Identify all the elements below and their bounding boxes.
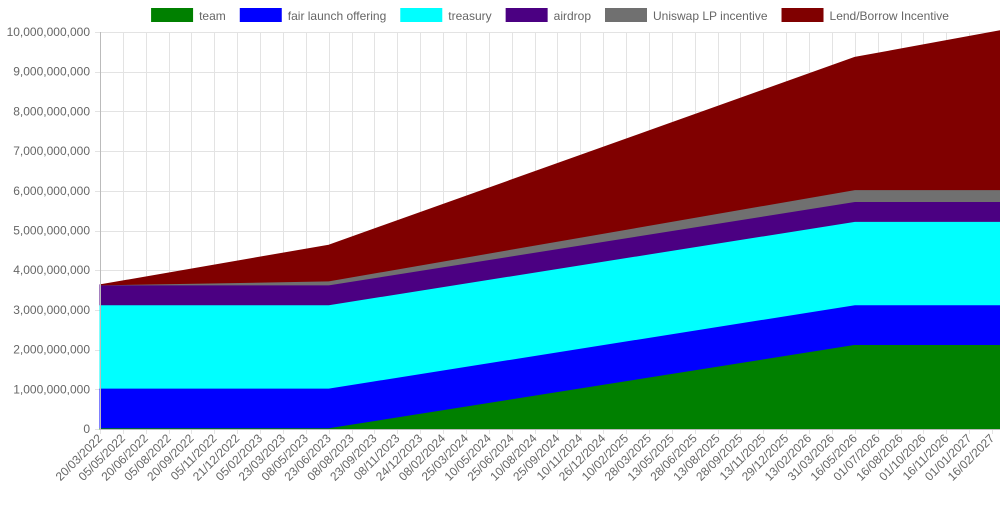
area-series-lend-borrow-incentive bbox=[99, 30, 1000, 286]
y-tick-label: 6,000,000,000 bbox=[13, 184, 90, 198]
legend-item-airdrop[interactable]: airdrop bbox=[505, 8, 592, 23]
legend-swatch bbox=[605, 8, 647, 22]
y-tick-label: 5,000,000,000 bbox=[13, 224, 90, 238]
y-tick-label: 8,000,000,000 bbox=[13, 104, 90, 118]
y-tick-label: 2,000,000,000 bbox=[13, 343, 90, 357]
legend-item-uniswap-lp-incentive[interactable]: Uniswap LP incentive bbox=[605, 8, 768, 23]
y-tick-label: 9,000,000,000 bbox=[13, 65, 90, 79]
legend-swatch bbox=[505, 8, 548, 22]
legend-label: Uniswap LP incentive bbox=[653, 9, 768, 23]
legend-label: Lend/Borrow Incentive bbox=[830, 9, 950, 23]
y-tick-label: 7,000,000,000 bbox=[13, 144, 90, 158]
legend-label: team bbox=[199, 9, 226, 23]
legend-label: airdrop bbox=[554, 9, 592, 23]
legend-label: fair launch offering bbox=[288, 9, 387, 23]
legend-item-lend-borrow-incentive[interactable]: Lend/Borrow Incentive bbox=[781, 8, 950, 23]
legend-item-treasury[interactable]: treasury bbox=[400, 8, 492, 23]
x-axis-ticks: 20/03/202205/05/202220/06/202205/08/2022… bbox=[53, 431, 998, 484]
plot-area bbox=[99, 30, 1000, 430]
axes bbox=[100, 32, 1000, 430]
y-axis-ticks: 0 1,000,000,000 2,000,000,000 3,000,000,000… bbox=[7, 25, 91, 436]
y-tick-label: 3,000,000,000 bbox=[13, 303, 90, 317]
legend-item-fair-launch-offering[interactable]: fair launch offering bbox=[239, 8, 387, 23]
legend-swatch bbox=[400, 8, 443, 22]
legend-item-team[interactable]: team bbox=[151, 8, 226, 23]
legend: team fair launch offering treasury airdrop U… bbox=[151, 8, 949, 23]
legend-swatch bbox=[781, 8, 824, 22]
legend-swatch bbox=[239, 8, 282, 22]
y-tick-label: 0 bbox=[83, 422, 90, 436]
legend-label: treasury bbox=[448, 9, 491, 23]
legend-swatch bbox=[151, 8, 194, 22]
y-tick-label: 4,000,000,000 bbox=[13, 263, 90, 277]
y-tick-label: 10,000,000,000 bbox=[7, 25, 91, 39]
y-tick-label: 1,000,000,000 bbox=[13, 382, 90, 396]
